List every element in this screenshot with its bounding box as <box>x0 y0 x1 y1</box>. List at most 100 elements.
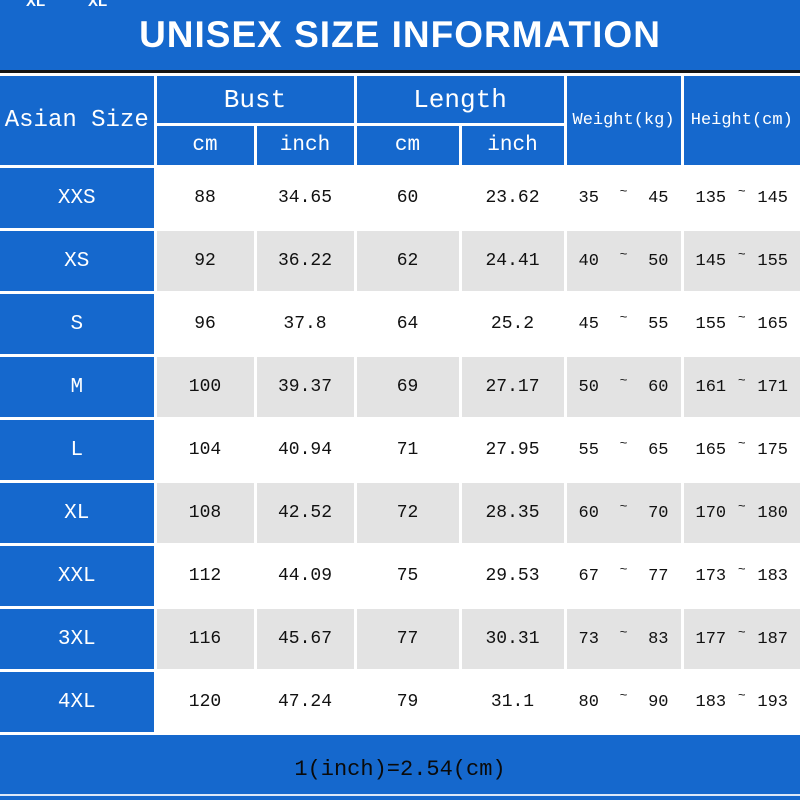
table-row: 3XL 116 45.67 77 30.31 73 ~ 83 177 ~ 187 <box>0 606 800 672</box>
conversion-note: 1(inch)=2.54(cm) <box>294 756 506 782</box>
tilde-separator: ~ <box>737 561 746 577</box>
tilde-separator: ~ <box>619 624 628 640</box>
weight-range: 45 ~ 55 <box>563 291 684 357</box>
height-low: 161 <box>695 377 727 397</box>
height-high: 175 <box>757 440 789 460</box>
table-row: XXS 88 34.65 60 23.62 35 ~ 45 135 ~ 145 <box>0 165 800 231</box>
bust-cm-value: 92 <box>153 228 257 294</box>
weight-low: 40 <box>578 251 599 271</box>
bust-cm-value: 96 <box>153 291 257 357</box>
weight-high: 77 <box>648 566 669 586</box>
height-range: 165 ~ 175 <box>680 417 800 483</box>
tilde-separator: ~ <box>737 309 746 325</box>
length-cm-value: 71 <box>353 417 462 483</box>
tilde-separator: ~ <box>619 435 628 451</box>
tilde-separator: ~ <box>619 183 628 199</box>
length-inch-value: 24.41 <box>458 228 567 294</box>
length-inch-value: 25.2 <box>458 291 567 357</box>
table-row: S 96 37.8 64 25.2 45 ~ 55 155 ~ 165 <box>0 291 800 357</box>
length-inch-value: 23.62 <box>458 165 567 231</box>
weight-high: 60 <box>648 377 669 397</box>
weight-low: 45 <box>578 314 599 334</box>
length-cm-value: 72 <box>353 480 462 546</box>
table-row: L 104 40.94 71 27.95 55 ~ 65 165 ~ 175 <box>0 417 800 483</box>
height-range: 145 ~ 155 <box>680 228 800 294</box>
size-label: XXS <box>0 165 157 231</box>
title-banner: UNISEX SIZE INFORMATION <box>0 0 800 73</box>
height-high: 171 <box>757 377 789 397</box>
size-label: S <box>0 291 157 357</box>
col-header-bust-inch: inch <box>253 123 357 168</box>
height-low: 145 <box>695 251 727 271</box>
weight-range: 73 ~ 83 <box>563 606 684 672</box>
weight-high: 83 <box>648 629 669 649</box>
col-header-bust: Bust <box>153 73 357 126</box>
weight-low: 73 <box>578 629 599 649</box>
bust-inch-value: 36.22 <box>253 228 357 294</box>
bust-cm-value: 104 <box>153 417 257 483</box>
size-table: Asian Size Bust Length Weight(kg) Height… <box>0 73 800 735</box>
length-cm-value: 77 <box>353 606 462 672</box>
table-row: XS 92 36.22 62 24.41 40 ~ 50 145 ~ 155 <box>0 228 800 294</box>
bust-inch-value: 39.37 <box>253 354 357 420</box>
length-inch-value: 30.31 <box>458 606 567 672</box>
table-body: XXS 88 34.65 60 23.62 35 ~ 45 135 ~ 145 … <box>0 165 800 735</box>
height-high: 155 <box>757 251 789 271</box>
edge-artifact-text: XL <box>88 0 108 10</box>
height-range: 170 ~ 180 <box>680 480 800 546</box>
tilde-separator: ~ <box>737 624 746 640</box>
bust-cm-value: 120 <box>153 669 257 735</box>
length-inch-value: 29.53 <box>458 543 567 609</box>
weight-range: 40 ~ 50 <box>563 228 684 294</box>
weight-range: 80 ~ 90 <box>563 669 684 735</box>
col-header-length: Length <box>353 73 567 126</box>
weight-low: 80 <box>578 692 599 712</box>
weight-low: 60 <box>578 503 599 523</box>
height-high: 180 <box>757 503 789 523</box>
weight-range: 35 ~ 45 <box>563 165 684 231</box>
col-header-height: Height(cm) <box>680 73 800 168</box>
weight-range: 50 ~ 60 <box>563 354 684 420</box>
bust-inch-value: 44.09 <box>253 543 357 609</box>
bust-cm-value: 116 <box>153 606 257 672</box>
height-high: 187 <box>757 629 789 649</box>
tilde-separator: ~ <box>619 372 628 388</box>
length-inch-value: 27.95 <box>458 417 567 483</box>
height-range: 183 ~ 193 <box>680 669 800 735</box>
size-label: 4XL <box>0 669 157 735</box>
length-inch-value: 28.35 <box>458 480 567 546</box>
tilde-separator: ~ <box>619 246 628 262</box>
col-header-length-cm: cm <box>353 123 462 168</box>
conversion-footer: 1(inch)=2.54(cm) <box>0 735 800 800</box>
weight-range: 55 ~ 65 <box>563 417 684 483</box>
length-cm-value: 79 <box>353 669 462 735</box>
header-row-units: cm inch cm inch <box>0 123 800 168</box>
weight-high: 90 <box>648 692 669 712</box>
size-label: XXL <box>0 543 157 609</box>
col-header-weight: Weight(kg) <box>563 73 684 168</box>
col-header-asian-size: Asian Size <box>0 73 157 168</box>
height-range: 155 ~ 165 <box>680 291 800 357</box>
bust-inch-value: 37.8 <box>253 291 357 357</box>
bust-inch-value: 40.94 <box>253 417 357 483</box>
table-row: 4XL 120 47.24 79 31.1 80 ~ 90 183 ~ 193 <box>0 669 800 735</box>
tilde-separator: ~ <box>619 498 628 514</box>
table-header: Asian Size Bust Length Weight(kg) Height… <box>0 73 800 168</box>
weight-low: 35 <box>578 188 599 208</box>
height-low: 170 <box>695 503 727 523</box>
length-cm-value: 62 <box>353 228 462 294</box>
size-label: 3XL <box>0 606 157 672</box>
height-high: 165 <box>757 314 789 334</box>
tilde-separator: ~ <box>619 687 628 703</box>
height-low: 135 <box>695 188 727 208</box>
length-cm-value: 64 <box>353 291 462 357</box>
bust-inch-value: 45.67 <box>253 606 357 672</box>
height-high: 183 <box>757 566 789 586</box>
weight-high: 70 <box>648 503 669 523</box>
tilde-separator: ~ <box>737 183 746 199</box>
col-header-length-inch: inch <box>458 123 566 168</box>
height-low: 165 <box>695 440 727 460</box>
tilde-separator: ~ <box>619 561 628 577</box>
tilde-separator: ~ <box>737 498 746 514</box>
height-range: 173 ~ 183 <box>680 543 800 609</box>
